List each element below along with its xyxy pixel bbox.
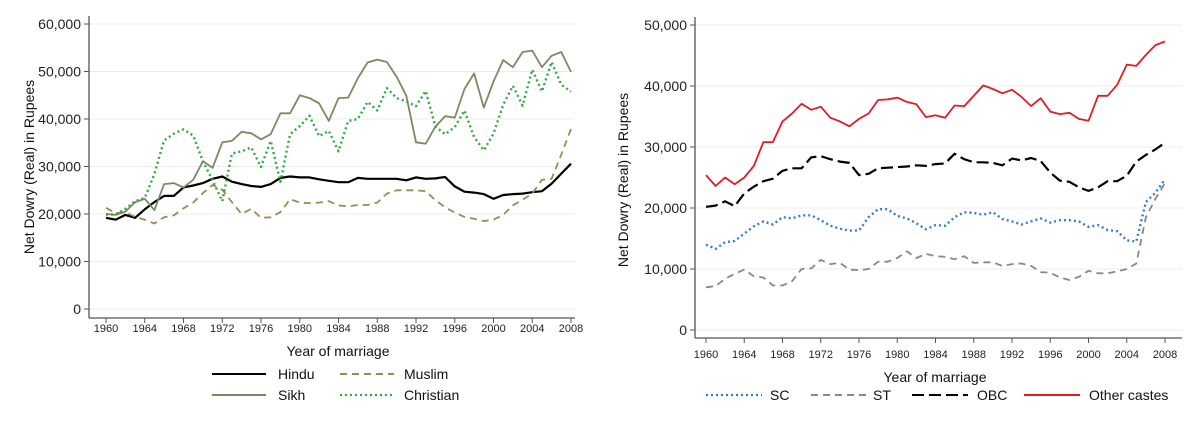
y-tick-label: 30,000 xyxy=(38,159,81,175)
right-y-axis-title: Net Dowry (Real) in Rupees xyxy=(615,93,631,267)
legend-item-other-castes: Other castes xyxy=(1024,387,1168,403)
left-y-axis-title: Net Dowry (Real) in Rupees xyxy=(21,80,37,254)
series-line-muslim xyxy=(105,128,572,225)
y-tick-label: 50,000 xyxy=(38,64,81,80)
x-tick-label: 1984 xyxy=(326,323,350,335)
legend-label: Sikh xyxy=(278,387,305,403)
legend-item-st: ST xyxy=(811,387,891,403)
y-tick-label: 0 xyxy=(679,322,687,338)
legend-item-sc: SC xyxy=(706,387,789,403)
x-tick-label: 1968 xyxy=(171,323,195,335)
x-tick-label: 2004 xyxy=(520,323,544,335)
x-tick-label: 1972 xyxy=(210,323,234,335)
y-tick-label: 60,000 xyxy=(38,16,81,32)
x-tick-label: 1972 xyxy=(809,349,833,361)
series-line-st xyxy=(705,182,1166,289)
y-tick-label: 40,000 xyxy=(38,111,81,127)
y-tick-label: 20,000 xyxy=(38,206,81,222)
x-tick-label: 1988 xyxy=(962,349,986,361)
legend-label: Muslim xyxy=(404,366,448,382)
legend-item-obc: OBC xyxy=(912,387,1007,403)
y-tick-label: 0 xyxy=(73,301,81,317)
x-tick-label: 1980 xyxy=(885,349,909,361)
series-line-sikh xyxy=(105,49,572,216)
series-line-other-castes xyxy=(705,40,1166,187)
y-tick-label: 50,000 xyxy=(644,17,687,33)
x-tick-label: 1976 xyxy=(249,323,273,335)
right-series-lines xyxy=(705,40,1166,289)
x-tick-label: 2000 xyxy=(1076,349,1100,361)
legend-item-muslim: Muslim xyxy=(340,366,448,382)
x-tick-label: 2000 xyxy=(481,323,505,335)
legend-item-hindu: Hindu xyxy=(212,366,315,382)
left-legend: Hindu Muslim Sikh Christian xyxy=(212,366,459,403)
x-tick-label: 1996 xyxy=(1038,349,1062,361)
x-tick-label: 1964 xyxy=(133,323,157,335)
y-tick-label: 10,000 xyxy=(644,261,687,277)
left-chart-religion: 0 10,000 20,000 30,000 40,000 50,000 60,000 196… xyxy=(21,16,583,403)
legend-label: SC xyxy=(770,387,789,403)
legend-label: Christian xyxy=(404,387,459,403)
x-tick-label: 1992 xyxy=(404,323,428,335)
left-axes: 0 10,000 20,000 30,000 40,000 50,000 60,000 196… xyxy=(38,16,583,335)
y-tick-label: 10,000 xyxy=(38,254,81,270)
right-axes: 0 10,000 20,000 30,000 40,000 50,000 1960 1964 1… xyxy=(644,17,1182,361)
legend-label: ST xyxy=(873,387,891,403)
right-legend: SC ST OBC Other castes xyxy=(706,387,1168,403)
y-tick-label: 40,000 xyxy=(644,78,687,94)
legend-label: Other castes xyxy=(1089,387,1168,403)
left-x-axis-title: Year of marriage xyxy=(287,343,390,359)
right-x-axis-title: Year of marriage xyxy=(884,369,987,385)
y-tick-label: 20,000 xyxy=(644,200,687,216)
x-tick-label: 1976 xyxy=(847,349,871,361)
x-tick-label: 1992 xyxy=(1000,349,1024,361)
x-tick-label: 1980 xyxy=(288,323,312,335)
x-tick-label: 2008 xyxy=(1153,349,1177,361)
series-line-sc xyxy=(705,178,1166,251)
x-tick-label: 1996 xyxy=(443,323,467,335)
left-series-lines xyxy=(105,49,572,225)
legend-item-sikh: Sikh xyxy=(212,387,305,403)
x-tick-label: 1984 xyxy=(923,349,947,361)
right-gridlines xyxy=(696,24,1182,331)
series-line-christian xyxy=(106,60,572,216)
series-line-obc xyxy=(705,141,1166,208)
x-tick-label: 2008 xyxy=(559,323,583,335)
right-chart-caste: 0 10,000 20,000 30,000 40,000 50,000 1960 1964 1… xyxy=(615,17,1182,403)
x-tick-label: 1968 xyxy=(770,349,794,361)
x-tick-label: 1988 xyxy=(365,323,389,335)
legend-item-christian: Christian xyxy=(340,387,459,403)
left-gridlines xyxy=(90,23,575,310)
legend-label: Hindu xyxy=(278,366,315,382)
x-tick-label: 1964 xyxy=(732,349,756,361)
y-tick-label: 30,000 xyxy=(644,139,687,155)
x-tick-label: 1960 xyxy=(94,323,118,335)
x-tick-label: 2004 xyxy=(1115,349,1139,361)
x-tick-label: 1960 xyxy=(694,349,718,361)
legend-label: OBC xyxy=(977,387,1007,403)
